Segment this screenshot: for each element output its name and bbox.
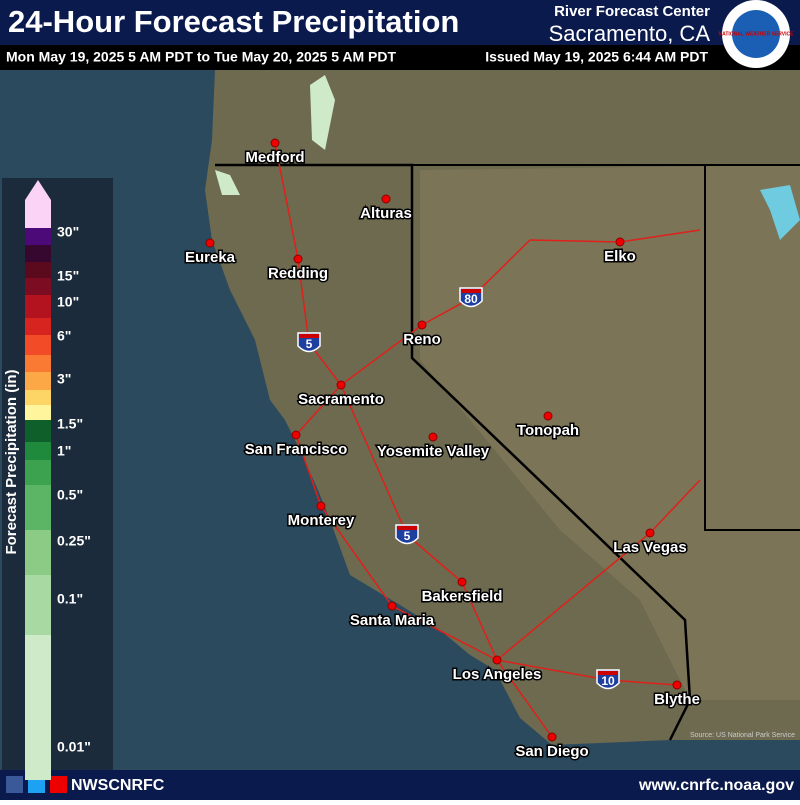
twitter-icon[interactable] bbox=[28, 776, 45, 793]
org: River Forecast Center bbox=[554, 3, 710, 20]
city-marker bbox=[645, 528, 655, 538]
city-marker bbox=[428, 432, 438, 442]
city-label: Santa Maria bbox=[350, 612, 435, 629]
legend-label: 3" bbox=[57, 371, 71, 387]
logo-text: NATIONAL WEATHER SERVICE bbox=[719, 31, 795, 37]
source: Source: US National Park Service bbox=[690, 732, 795, 739]
legend-band bbox=[25, 372, 51, 390]
legend-band bbox=[25, 278, 51, 295]
url[interactable]: www.cnrfc.noaa.gov bbox=[638, 777, 794, 794]
legend-band bbox=[25, 530, 51, 575]
city-label: San Diego bbox=[515, 743, 588, 760]
shield-number: 80 bbox=[464, 292, 478, 306]
shield-top bbox=[461, 289, 481, 293]
city-marker bbox=[387, 601, 397, 611]
legend-band bbox=[25, 405, 51, 420]
legend-band bbox=[25, 390, 51, 405]
city-marker bbox=[417, 320, 427, 330]
city-label: Monterey bbox=[288, 512, 355, 529]
legend-label: 0.25" bbox=[57, 533, 91, 549]
city-marker bbox=[543, 411, 553, 421]
issued: Issued May 19, 2025 6:44 AM PDT bbox=[485, 49, 708, 65]
legend-title: Forecast Precipitation (in) bbox=[3, 369, 20, 554]
shield-number: 10 bbox=[601, 674, 615, 688]
city-marker bbox=[291, 430, 301, 440]
city-label: Elko bbox=[604, 248, 636, 265]
city-marker bbox=[270, 138, 280, 148]
legend-band bbox=[25, 485, 51, 530]
header-bar bbox=[0, 0, 800, 45]
legend-label: 6" bbox=[57, 328, 71, 344]
city-marker bbox=[547, 732, 557, 742]
title: 24-Hour Forecast Precipitation bbox=[8, 4, 459, 39]
legend-band bbox=[25, 420, 51, 442]
city-label: Medford bbox=[245, 149, 304, 166]
shield-top bbox=[397, 526, 417, 530]
subheader-bar bbox=[0, 45, 800, 70]
period: Mon May 19, 2025 5 AM PDT to Tue May 20,… bbox=[6, 49, 396, 65]
handle[interactable]: NWSCNRFC bbox=[71, 777, 165, 794]
city-label: Redding bbox=[268, 265, 328, 282]
city-label: Reno bbox=[403, 331, 441, 348]
legend-label: 0.5" bbox=[57, 487, 83, 503]
legend-label: 0.01" bbox=[57, 739, 91, 755]
city-marker bbox=[316, 501, 326, 511]
city-label: Alturas bbox=[360, 205, 412, 222]
city-marker bbox=[293, 254, 303, 264]
legend-arrow bbox=[25, 180, 51, 228]
legend-band bbox=[25, 335, 51, 355]
city-marker bbox=[336, 380, 346, 390]
facebook-icon[interactable] bbox=[6, 776, 23, 793]
city-label: Bakersfield bbox=[422, 588, 503, 605]
shield-number: 5 bbox=[306, 337, 313, 351]
legend-label: 1" bbox=[57, 443, 71, 459]
legend-band bbox=[25, 442, 51, 460]
shield-number: 5 bbox=[404, 529, 411, 543]
city-marker bbox=[615, 237, 625, 247]
logo-inner bbox=[732, 10, 780, 58]
legend-band bbox=[25, 575, 51, 635]
legend-label: 15" bbox=[57, 268, 79, 284]
legend-band bbox=[25, 635, 51, 780]
legend-band bbox=[25, 262, 51, 278]
city-label: San Francisco bbox=[245, 441, 348, 458]
office: Sacramento, CA bbox=[549, 21, 711, 46]
city-label: Yosemite Valley bbox=[377, 443, 490, 460]
state-border bbox=[215, 163, 692, 741]
city-label: Sacramento bbox=[298, 391, 384, 408]
city-label: Los Angeles bbox=[453, 666, 542, 683]
city-marker bbox=[205, 238, 215, 248]
city-marker bbox=[381, 194, 391, 204]
shield-top bbox=[598, 671, 618, 675]
precip-area bbox=[215, 75, 335, 195]
legend-band bbox=[25, 245, 51, 262]
legend-label: 10" bbox=[57, 294, 79, 310]
legend-band bbox=[25, 355, 51, 372]
legend-label: 30" bbox=[57, 224, 79, 240]
legend-band bbox=[25, 460, 51, 485]
legend-band bbox=[25, 228, 51, 245]
city-label: Las Vegas bbox=[613, 539, 686, 556]
city-marker bbox=[492, 655, 502, 665]
city-label: Blythe bbox=[654, 691, 700, 708]
legend-band bbox=[25, 318, 51, 335]
city-label: Tonopah bbox=[517, 422, 579, 439]
shield-top bbox=[299, 334, 319, 338]
legend-panel bbox=[2, 178, 113, 770]
legend-label: 1.5" bbox=[57, 416, 83, 432]
city-marker bbox=[672, 680, 682, 690]
lake bbox=[760, 185, 800, 240]
state-border bbox=[412, 164, 800, 531]
youtube-icon[interactable] bbox=[50, 776, 67, 793]
legend-band bbox=[25, 295, 51, 318]
city-marker bbox=[457, 577, 467, 587]
city-label: Eureka bbox=[185, 249, 236, 266]
legend-label: 0.1" bbox=[57, 591, 83, 607]
footer-bar bbox=[0, 770, 800, 800]
